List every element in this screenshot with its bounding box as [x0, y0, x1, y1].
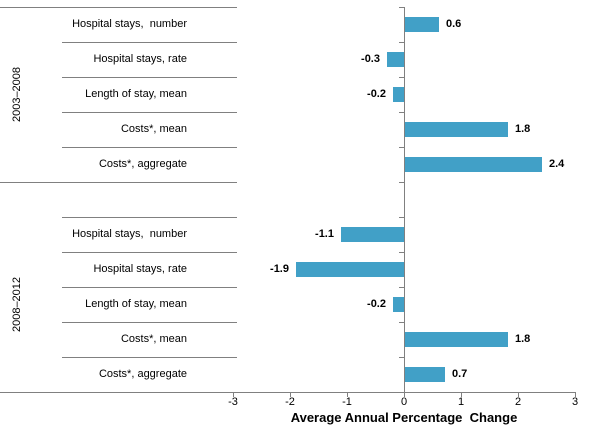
category-separator-line	[62, 147, 237, 148]
category-label: Hospital stays, number	[72, 18, 187, 30]
bar	[405, 367, 445, 382]
axis-tick-label: 1	[457, 396, 465, 408]
category-label: Hospital stays, rate	[93, 263, 187, 275]
bar-value-label: 0.7	[452, 368, 468, 380]
group-boundary-line	[0, 182, 237, 183]
bar-value-label: -1.1	[315, 228, 334, 240]
category-label: Length of stay, mean	[85, 88, 187, 100]
category-axis-tick	[399, 287, 404, 288]
axis-tick-label: -2	[285, 396, 295, 408]
category-axis-tick	[399, 77, 404, 78]
bar	[405, 17, 439, 32]
category-axis-tick	[399, 322, 404, 323]
category-axis-tick	[399, 7, 404, 8]
category-axis-tick	[399, 217, 404, 218]
value-axis-tick	[404, 392, 405, 397]
category-label: Costs*, aggregate	[98, 158, 187, 170]
axis-tick-label: 3	[571, 396, 579, 408]
category-label: Costs*, aggregate	[98, 368, 187, 380]
axis-tick-label: 2	[514, 396, 522, 408]
category-label: Hospital stays, rate	[93, 53, 187, 65]
category-label: Costs*, mean	[120, 123, 187, 135]
x-axis-title: Average Annual Percentage Change	[290, 410, 518, 425]
value-axis-tick	[518, 392, 519, 397]
bar-value-label: -0.2	[367, 298, 386, 310]
bar-value-label: -0.3	[361, 53, 380, 65]
value-axis-tick	[290, 392, 291, 397]
category-separator-line	[62, 287, 237, 288]
category-separator-line	[62, 252, 237, 253]
category-axis-line	[404, 7, 405, 392]
value-axis-tick	[233, 392, 234, 397]
value-axis-tick	[461, 392, 462, 397]
bar	[387, 52, 404, 67]
bar	[405, 332, 508, 347]
bar-value-label: 0.6	[446, 18, 462, 30]
category-separator-line	[62, 42, 237, 43]
category-axis-tick	[399, 182, 404, 183]
bar	[296, 262, 404, 277]
bar	[393, 87, 404, 102]
category-separator-line	[62, 77, 237, 78]
value-axis-tick	[575, 392, 576, 397]
axis-tick-label: -3	[228, 396, 238, 408]
category-axis-tick	[399, 357, 404, 358]
group-boundary-line	[0, 7, 237, 8]
category-axis-tick	[399, 147, 404, 148]
category-axis-tick	[399, 42, 404, 43]
bar	[341, 227, 404, 242]
bar-value-label: 1.8	[515, 123, 531, 135]
category-separator-line	[62, 112, 237, 113]
group-label: 2003–2008	[10, 66, 23, 123]
category-separator-line	[62, 217, 237, 218]
value-axis-line	[0, 392, 576, 393]
category-label: Costs*, mean	[120, 333, 187, 345]
category-label: Length of stay, mean	[85, 298, 187, 310]
group-label: 2008–2012	[10, 276, 23, 333]
category-axis-tick	[399, 252, 404, 253]
category-separator-line	[62, 357, 237, 358]
category-label: Hospital stays, number	[72, 228, 187, 240]
bar	[405, 122, 508, 137]
bar-value-label: 1.8	[515, 333, 531, 345]
bar-value-label: -0.2	[367, 88, 386, 100]
axis-tick-label: -1	[342, 396, 352, 408]
bar-value-label: 2.4	[549, 158, 565, 170]
category-separator-line	[62, 322, 237, 323]
value-axis-tick	[347, 392, 348, 397]
bar	[405, 157, 542, 172]
axis-tick-label: 0	[400, 396, 408, 408]
bar	[393, 297, 404, 312]
category-axis-tick	[399, 112, 404, 113]
bar-value-label: -1.9	[270, 263, 289, 275]
